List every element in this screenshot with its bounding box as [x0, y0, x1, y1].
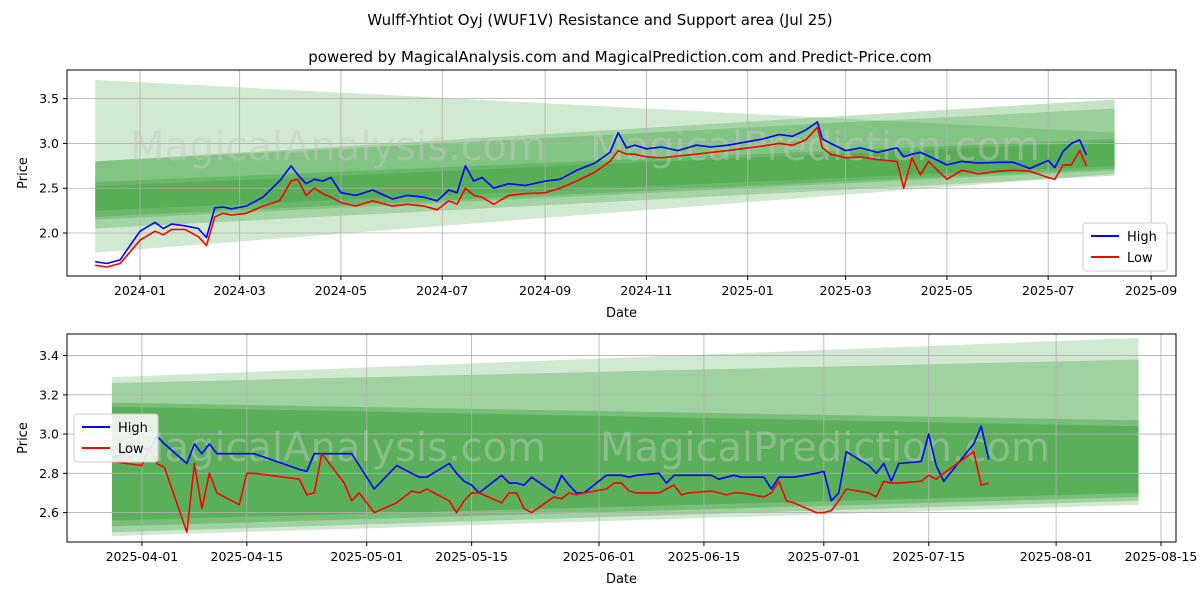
x-tick-label: 2025-05-01 — [330, 549, 403, 564]
legend-label-low: Low — [1127, 251, 1153, 266]
x-tick-label: 2025-04-01 — [106, 549, 179, 564]
x-tick-label: 2024-07 — [416, 283, 468, 298]
watermark: MagicalPrediction.com — [600, 425, 1050, 471]
y-axis-label: Price — [16, 157, 31, 189]
y-tick-label: 2.6 — [39, 505, 59, 520]
plot-frame — [66, 69, 1177, 277]
watermark: MagicalAnalysis.com — [130, 124, 546, 170]
chart-subtitle: powered by MagicalAnalysis.com and Magic… — [308, 48, 932, 66]
series-line-low — [95, 126, 1088, 268]
support-resistance-band — [111, 402, 1139, 527]
legend: High Low — [1082, 222, 1168, 272]
x-tick-label: 2024-05 — [315, 283, 367, 298]
support-resistance-band — [95, 138, 1115, 217]
plot-frame — [66, 333, 1177, 543]
y-axis-label: Price — [16, 422, 31, 454]
legend-label-high: High — [118, 421, 148, 436]
support-resistance-band — [111, 406, 1139, 521]
x-tick-label: 2025-08-01 — [1020, 549, 1093, 564]
x-tick-label: 2024-11 — [620, 283, 672, 298]
support-resistance-band — [95, 141, 1115, 211]
x-tick-label: 2025-07-15 — [892, 549, 965, 564]
plot-area: MagicalAnalysis.com MagicalPrediction.com — [67, 70, 1176, 276]
x-tick-label: 2025-05 — [921, 283, 973, 298]
series-line-low — [111, 447, 989, 533]
x-tick-label: 2025-06-01 — [563, 549, 636, 564]
x-axis-label: Date — [606, 306, 637, 321]
series-line-high — [95, 121, 1088, 265]
x-tick-label: 2025-03 — [820, 283, 872, 298]
top-chart: MagicalAnalysis.com MagicalPrediction.com… — [16, 69, 1177, 321]
y-tick-label: 3.0 — [39, 136, 59, 151]
x-tick-label: 2025-08-15 — [1125, 549, 1198, 564]
bottom-chart: MagicalAnalysis.com MagicalPrediction.com… — [16, 333, 1198, 587]
y-tick-label: 2.5 — [39, 181, 59, 196]
x-tick-label: 2024-09 — [519, 283, 571, 298]
x-axis-label: Date — [606, 572, 637, 587]
series-line-high — [111, 425, 990, 502]
y-tick-label: 2.0 — [39, 226, 59, 241]
y-tick-label: 2.8 — [39, 466, 59, 481]
x-tick-label: 2025-09 — [1125, 283, 1177, 298]
y-tick-label: 3.0 — [39, 427, 59, 442]
support-resistance-band — [111, 359, 1139, 533]
legend: High Low — [73, 413, 159, 463]
legend-label-high: High — [1127, 230, 1157, 245]
x-tick-label: 2025-06-15 — [668, 549, 741, 564]
x-tick-label: 2025-01 — [722, 283, 774, 298]
plot-area: MagicalAnalysis.com MagicalPrediction.com — [67, 334, 1176, 542]
x-tick-label: 2024-03 — [214, 283, 266, 298]
support-resistance-band — [95, 79, 1115, 253]
x-tick-label: 2024-01 — [114, 283, 166, 298]
y-tick-label: 3.4 — [39, 348, 59, 363]
x-tick-label: 2025-07-01 — [787, 549, 860, 564]
x-tick-label: 2025-07 — [1022, 283, 1074, 298]
legend-label-low: Low — [118, 442, 144, 457]
y-tick-label: 3.2 — [39, 387, 59, 402]
chart-title: Wulff-Yhtiot Oyj (WUF1V) Resistance and … — [367, 11, 832, 29]
x-tick-label: 2025-05-15 — [435, 549, 508, 564]
x-tick-label: 2025-04-15 — [211, 549, 284, 564]
watermark: MagicalAnalysis.com — [130, 425, 546, 471]
y-tick-label: 3.5 — [39, 91, 59, 106]
